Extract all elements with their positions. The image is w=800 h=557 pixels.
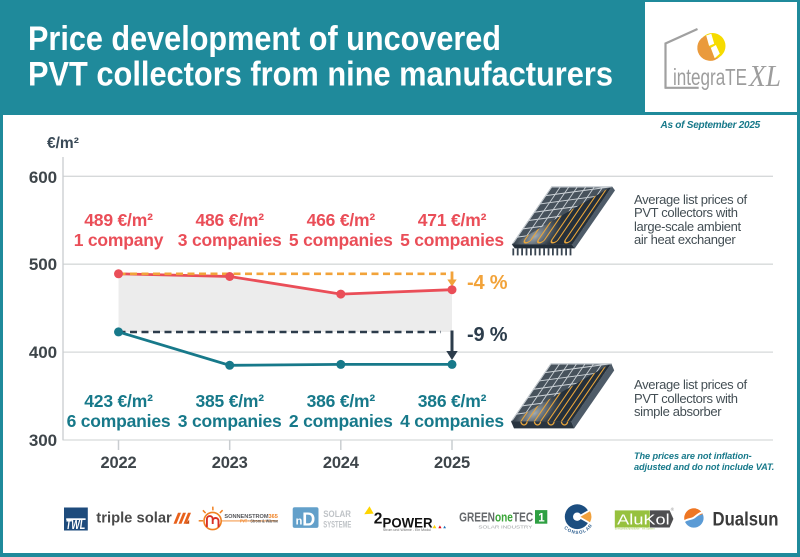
svg-text:SOLAR: SOLAR	[323, 509, 351, 520]
svg-text:1: 1	[538, 513, 545, 525]
svg-text:PVT · Strom & Wärme: PVT · Strom & Wärme	[240, 518, 279, 523]
svg-text:GREENoneTEC: GREENoneTEC	[459, 511, 533, 525]
svg-text:PVT collectors from nine manuf: PVT collectors from nine manufacturers	[28, 56, 613, 94]
svg-text:Strom und Wärme - Ein Modul: Strom und Wärme - Ein Modul	[383, 527, 431, 532]
svg-text:AluKol: AluKol	[617, 513, 670, 529]
svg-text:D: D	[302, 510, 315, 530]
svg-text:Dualsun: Dualsun	[713, 509, 779, 531]
svg-text:Price development of uncovered: Price development of uncovered	[28, 20, 501, 58]
svg-text:TWL: TWL	[66, 517, 86, 532]
svg-text:integraTE: integraTE	[673, 64, 747, 90]
svg-text:POWER: POWER	[383, 514, 433, 530]
svg-text:triple solar: triple solar	[96, 511, 172, 527]
svg-text:®: ®	[671, 506, 675, 512]
svg-text:SOLAR INDUSTRY: SOLAR INDUSTRY	[478, 525, 532, 530]
svg-text:Energiedachprodukte · mit Syst: Energiedachprodukte · mit System	[615, 527, 655, 531]
svg-text:n: n	[296, 515, 303, 527]
svg-text:2: 2	[374, 511, 383, 528]
svg-text:XL: XL	[747, 58, 781, 93]
svg-text:SYSTEME: SYSTEME	[323, 519, 351, 530]
